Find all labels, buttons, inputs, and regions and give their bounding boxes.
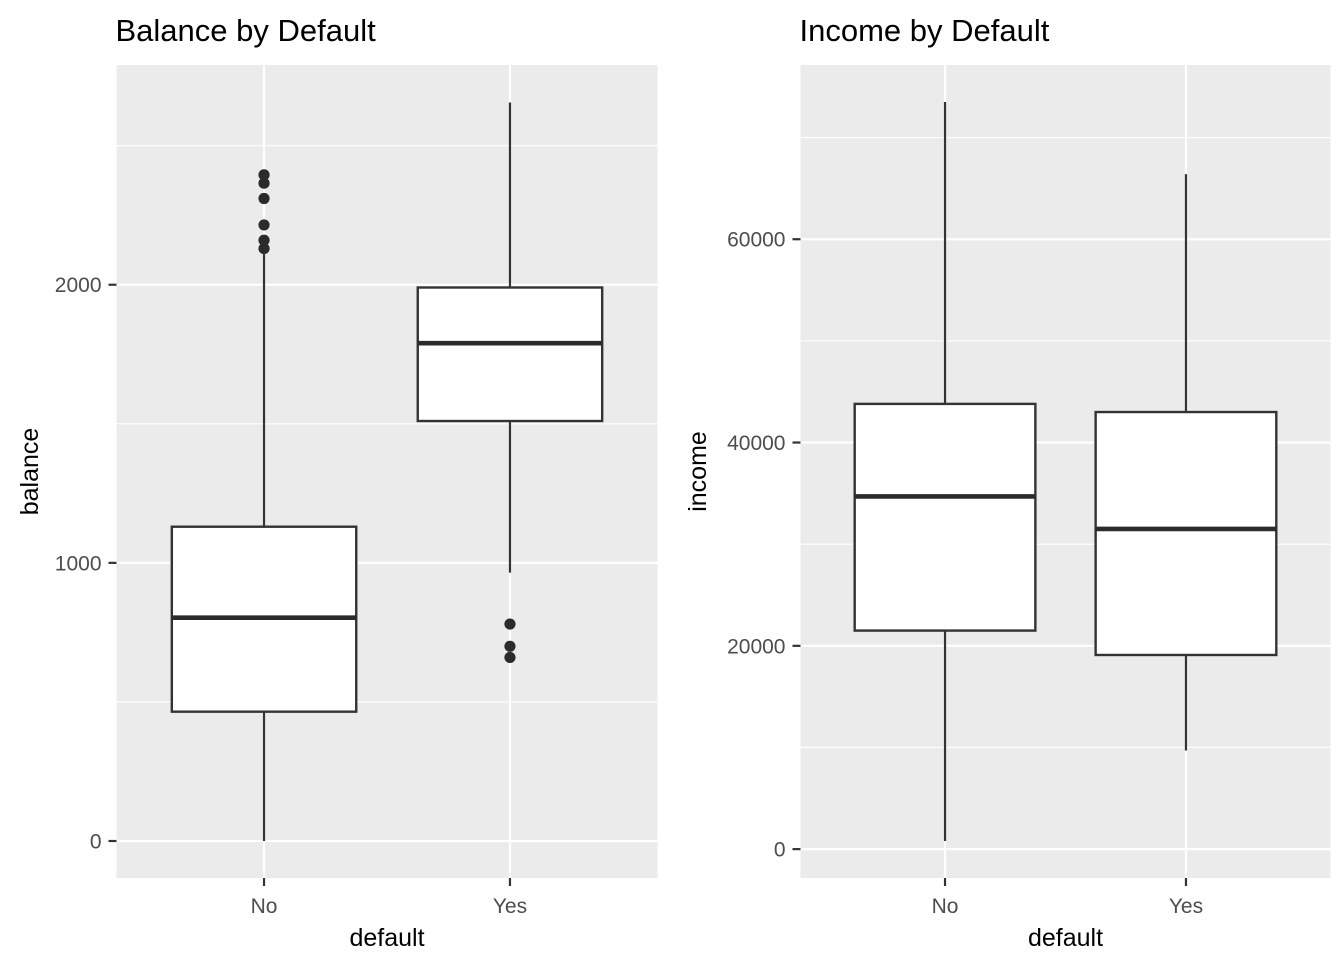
outlier-point-no [258,234,270,246]
y-tick-label: 0 [90,831,102,854]
y-tick-label: 20000 [727,635,785,658]
outlier-point-no [258,219,270,231]
y-tick-label: 2000 [55,274,102,297]
outlier-point-no [258,242,270,255]
x-tick-label-yes: Yes [493,895,527,918]
x-axis-title: default [1028,924,1103,952]
y-tick-label: 40000 [727,432,785,455]
y-tick-label: 1000 [55,552,102,575]
outlier-point-yes [504,651,516,664]
outlier-point-no [258,192,270,205]
panel-background [116,65,658,878]
x-tick-label-no: No [251,895,278,918]
box-yes [1094,410,1278,657]
y-axis-title: balance [16,428,44,516]
balance-by-default-boxplot: 0 1000 2000 No Yes default balance Balance by D… [16,13,658,952]
x-tick-label-yes: Yes [1169,895,1203,918]
chart-title: Income by Default [800,13,1050,48]
x-axis-title: default [349,924,424,952]
chart-title: Balance by Default [116,13,377,48]
x-tick-label-no: No [932,895,959,918]
y-tick-label: 60000 [727,229,785,252]
y-axis-title: income [684,431,712,512]
income-by-default-boxplot: 0 20000 40000 60000 No Yes default income Income… [684,13,1331,952]
y-tick-label: 0 [774,839,786,862]
outlier-point-yes [504,618,516,630]
box-no [853,402,1037,632]
outlier-point-no [258,169,270,181]
outlier-point-no [258,177,270,189]
outlier-point-yes [504,640,516,652]
box-yes [416,286,604,423]
